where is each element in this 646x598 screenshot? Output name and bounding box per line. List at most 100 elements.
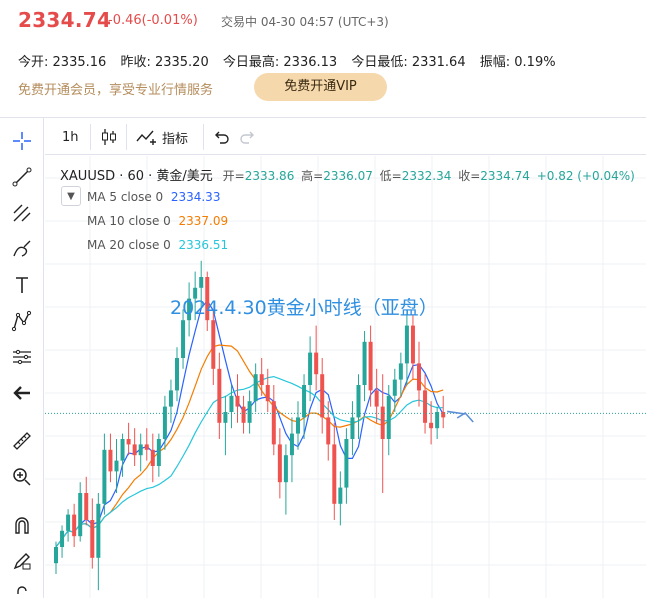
candle-body — [205, 277, 210, 321]
candle-body — [404, 325, 409, 364]
candle-body — [344, 439, 349, 488]
candle-body — [356, 385, 361, 418]
candle-body — [72, 514, 77, 537]
candle-body — [253, 374, 258, 402]
candle-body — [132, 444, 137, 456]
chart-toolbar: 1h 指标 — [45, 118, 646, 155]
ma20-legend[interactable]: MA 20 close 0 2336.51 — [87, 238, 229, 252]
candle-body — [120, 439, 125, 461]
ma-line-ma10 — [55, 344, 444, 548]
candle-body — [114, 460, 119, 472]
candle-body — [78, 493, 83, 537]
ma10-value: 2337.09 — [178, 214, 229, 228]
symbol-label: XAUUSD · 60 · 黄金/美元 — [60, 169, 213, 184]
indicators-icon — [136, 130, 156, 145]
candle-body — [150, 449, 155, 466]
ma-line-ma20 — [55, 375, 444, 548]
legend-high: 2336.07 — [323, 169, 373, 183]
chevron-down-icon: ▼ — [67, 190, 75, 202]
candle-body — [181, 320, 186, 358]
stat-amplitude: 振幅: 0.19% — [479, 55, 556, 70]
stat-prev-close: 昨收: 2335.20 — [120, 55, 209, 70]
indicators-button[interactable]: 指标 — [135, 124, 188, 150]
candle-body — [108, 449, 113, 472]
candle-body — [271, 401, 276, 445]
interval-button[interactable]: 1h — [62, 129, 79, 145]
pattern-icon[interactable] — [6, 306, 38, 336]
candle-body — [84, 493, 89, 520]
collapse-legend-button[interactable]: ▼ — [61, 186, 81, 206]
candle-body — [138, 444, 143, 456]
undo-icon[interactable] — [212, 124, 230, 150]
candle-body — [175, 358, 179, 391]
candle-body — [102, 449, 107, 504]
stat-high: 今日最高: 2336.13 — [222, 55, 338, 70]
candle-body — [156, 439, 161, 466]
stats-row: 今开: 2335.16 昨收: 2335.20 今日最高: 2336.13 今日… — [18, 51, 566, 70]
text-icon[interactable] — [6, 270, 38, 300]
arrow-head — [456, 411, 474, 423]
ma20-value: 2336.51 — [178, 238, 229, 252]
arrow-line — [447, 410, 466, 415]
quote-header: 2334.74 -0.46(-0.01%) 交易中 04-30 04:57 (U… — [0, 0, 646, 40]
zoom-in-icon[interactable] — [6, 462, 38, 492]
legend-close: 2334.74 — [480, 169, 530, 183]
brush-icon[interactable] — [6, 234, 38, 264]
magnet-icon[interactable] — [6, 510, 38, 540]
indicators-label: 指标 — [162, 131, 189, 147]
ruler-icon[interactable] — [6, 426, 38, 456]
back-arrow-icon[interactable] — [6, 378, 38, 408]
toolbar-separator — [90, 124, 91, 150]
candle-body — [229, 395, 234, 412]
candle-body — [296, 417, 300, 434]
candle-type-icon[interactable] — [100, 124, 118, 150]
trading-status: 交易中 04-30 04:57 (UTC+3) — [221, 15, 389, 29]
candle-body — [283, 455, 288, 483]
candle-body — [54, 547, 58, 564]
candle-body — [374, 390, 379, 407]
price-chart[interactable]: XAUUSD · 60 · 黄金/美元 开=2333.86 高=2336.07 … — [45, 156, 646, 598]
fib-icon[interactable] — [6, 198, 38, 228]
measure-icon[interactable] — [6, 342, 38, 372]
redo-icon[interactable] — [239, 124, 257, 150]
price-change: -0.46(-0.01%) — [108, 13, 198, 28]
lock-pencil-icon[interactable] — [6, 546, 38, 576]
candle-body — [429, 422, 434, 429]
promo-text: 免费开通会员，享受专业行情服务 — [18, 83, 214, 98]
lock-icon[interactable] — [6, 580, 38, 598]
legend-change: +0.82 (+0.04%) — [536, 169, 635, 183]
candle-body — [265, 385, 270, 402]
candle-body — [302, 385, 307, 418]
promo-row: 免费开通会员，享受专业行情服务 免费开通VIP — [18, 73, 638, 101]
candle-body — [392, 379, 397, 396]
candle-body — [90, 520, 95, 558]
candle-body — [380, 406, 385, 439]
candle-body — [96, 503, 101, 558]
candle-body — [435, 412, 440, 429]
chart-annotation: 2024.4.30黄金小时线（亚盘） — [170, 297, 438, 319]
stat-open: 今开: 2335.16 — [18, 55, 107, 70]
candlestick-chart[interactable] — [45, 156, 646, 598]
toolbar-separator — [203, 124, 204, 150]
last-price: 2334.74 — [18, 8, 112, 32]
candle-body — [368, 341, 373, 391]
stat-low: 今日最低: 2331.64 — [351, 55, 466, 70]
ma5-legend[interactable]: MA 5 close 0 2334.33 — [87, 190, 221, 204]
candle-body — [66, 514, 71, 531]
candle-body — [144, 444, 149, 450]
candle-body — [350, 417, 355, 439]
candle-body — [326, 417, 331, 445]
vip-button[interactable]: 免费开通VIP — [254, 73, 387, 101]
candle-body — [314, 352, 319, 375]
candle-body — [241, 406, 246, 423]
crosshair-icon[interactable] — [6, 126, 38, 156]
candle-body — [199, 277, 204, 288]
candle-body — [332, 444, 337, 504]
trend-line-icon[interactable] — [6, 162, 38, 192]
candle-body — [217, 368, 222, 423]
candle-body — [60, 530, 65, 547]
ma10-legend[interactable]: MA 10 close 0 2337.09 — [87, 214, 229, 228]
candle-body — [320, 374, 325, 418]
candle-body — [386, 395, 391, 439]
candle-body — [441, 412, 446, 418]
